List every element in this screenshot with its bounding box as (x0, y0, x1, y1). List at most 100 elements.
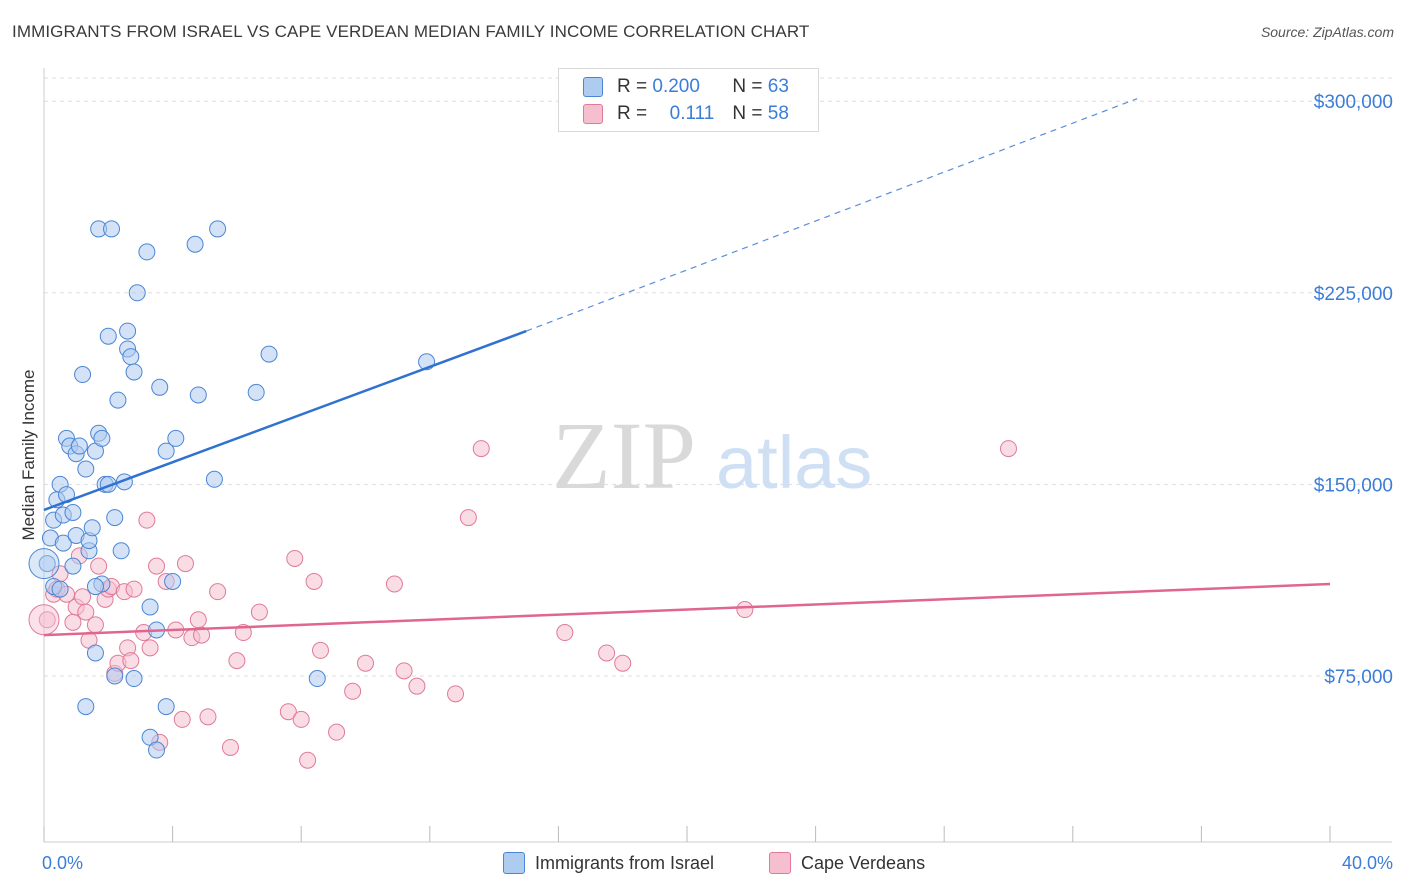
watermark: ZIP atlas (552, 402, 872, 509)
cape-verdean-point (305, 572, 323, 590)
israel-point (28, 548, 60, 580)
israel-point (103, 220, 121, 238)
israel-point (93, 429, 111, 447)
watermark-atlas: atlas (716, 421, 872, 504)
cape-legend-swatch (769, 852, 791, 874)
cape-verdean-point (1000, 440, 1017, 458)
legend-r-value: 0.111 (669, 103, 715, 124)
israel-point (209, 220, 227, 238)
israel-trend-projection (526, 98, 1138, 332)
israel-point (157, 698, 175, 716)
israel-point (106, 509, 124, 527)
cape-verdean-point (125, 580, 143, 598)
cape-legend-label: Cape Verdeans (801, 852, 926, 873)
cape-swatch (583, 104, 603, 124)
israel-point (164, 572, 182, 590)
israel-point (109, 391, 127, 409)
israel-point (141, 598, 159, 616)
legend-n-label: N = (732, 76, 768, 97)
israel-point (119, 322, 137, 340)
y-axis-title: Median Family Income (19, 369, 38, 540)
cape-verdean-point (408, 677, 426, 695)
cape-verdean-point (447, 685, 465, 703)
cape-verdean-point (74, 588, 92, 606)
israel-point (308, 670, 326, 688)
israel-point (122, 348, 140, 366)
legend-n-value: 63 (767, 76, 789, 97)
cape-verdean-point (299, 751, 317, 769)
israel-point (151, 378, 169, 396)
cape-verdean-point (28, 604, 60, 636)
israel-point (128, 284, 146, 302)
cape-verdean-point (598, 644, 616, 662)
cape-verdean-point (193, 626, 211, 644)
cape-verdean-point (311, 641, 329, 659)
cape-verdean-trend-line (43, 582, 1331, 637)
y-tick-label: $150,000 (1314, 475, 1393, 496)
cape-verdean-point (395, 662, 413, 680)
israel-point (186, 235, 204, 253)
cape-verdean-point (199, 708, 217, 726)
watermark-zip: ZIP (552, 402, 696, 509)
legend-row-israel: R = 0.200 N = 63 (583, 76, 789, 98)
cape-verdean-point (459, 509, 477, 527)
cape-verdean-point (250, 603, 268, 621)
israel-point (70, 437, 88, 455)
cape-verdean-point (556, 624, 574, 642)
israel-legend-swatch (503, 852, 525, 874)
israel-point (167, 429, 185, 447)
israel-point (106, 667, 124, 685)
israel-point (74, 366, 92, 384)
series-legend-israel[interactable]: Immigrants from Israel (503, 852, 714, 874)
cape-verdean-point (614, 654, 632, 672)
legend-r-value: 0.200 (652, 76, 700, 97)
cape-verdean-point (286, 549, 304, 567)
trend-lines (43, 98, 1331, 637)
israel-point (86, 578, 104, 596)
israel-point (205, 470, 223, 488)
axes (43, 68, 1392, 843)
cape-verdean-point (77, 603, 95, 621)
cape-verdean-point (176, 555, 194, 573)
grid-lines (44, 77, 1392, 677)
cape-verdean-point (209, 583, 227, 601)
israel-point (157, 442, 175, 460)
israel-swatch (583, 77, 603, 97)
cape-verdean-point (86, 616, 104, 634)
israel-point (260, 345, 278, 363)
cape-verdean-point (138, 511, 156, 529)
x-tick-label: 40.0% (1342, 853, 1393, 873)
legend-n-label: N = (732, 103, 768, 124)
y-tick-label: $75,000 (1324, 667, 1393, 688)
cape-verdean-point (189, 611, 207, 629)
legend-r-label: R = (617, 103, 653, 124)
israel-point (112, 542, 130, 560)
israel-point (86, 644, 104, 662)
x-tick-labels: 0.0% 40.0% (42, 853, 1393, 873)
series-legend-cape[interactable]: Cape Verdeans (769, 852, 925, 874)
legend-n-value: 58 (767, 103, 789, 124)
chart-title: IMMIGRANTS FROM ISRAEL VS CAPE VERDEAN M… (12, 22, 810, 41)
legend-row-cape: R = 0.111 N = 58 (583, 103, 789, 125)
israel-point (125, 363, 143, 381)
cape-verdean-point (148, 557, 166, 575)
israel-point (64, 557, 82, 575)
cape-verdean-point (472, 440, 490, 458)
cape-verdean-point (357, 654, 374, 672)
cape-verdean-point (736, 601, 754, 619)
israel-point (138, 243, 156, 261)
cape-verdean-point (122, 652, 140, 670)
y-tick-label: $225,000 (1314, 284, 1393, 305)
israel-point (51, 580, 69, 598)
cape-verdean-point (38, 611, 56, 629)
israel-point (64, 503, 82, 521)
israel-legend-label: Immigrants from Israel (535, 852, 715, 873)
cape-verdean-point (64, 613, 82, 631)
cape-verdean-point (173, 710, 191, 728)
cape-verdean-point (141, 639, 159, 657)
y-tick-labels: $75,000 $150,000 $225,000 $300,000 (1314, 92, 1393, 688)
israel-point (189, 386, 207, 404)
israel-point (54, 534, 72, 552)
cape-verdean-point (90, 557, 108, 575)
